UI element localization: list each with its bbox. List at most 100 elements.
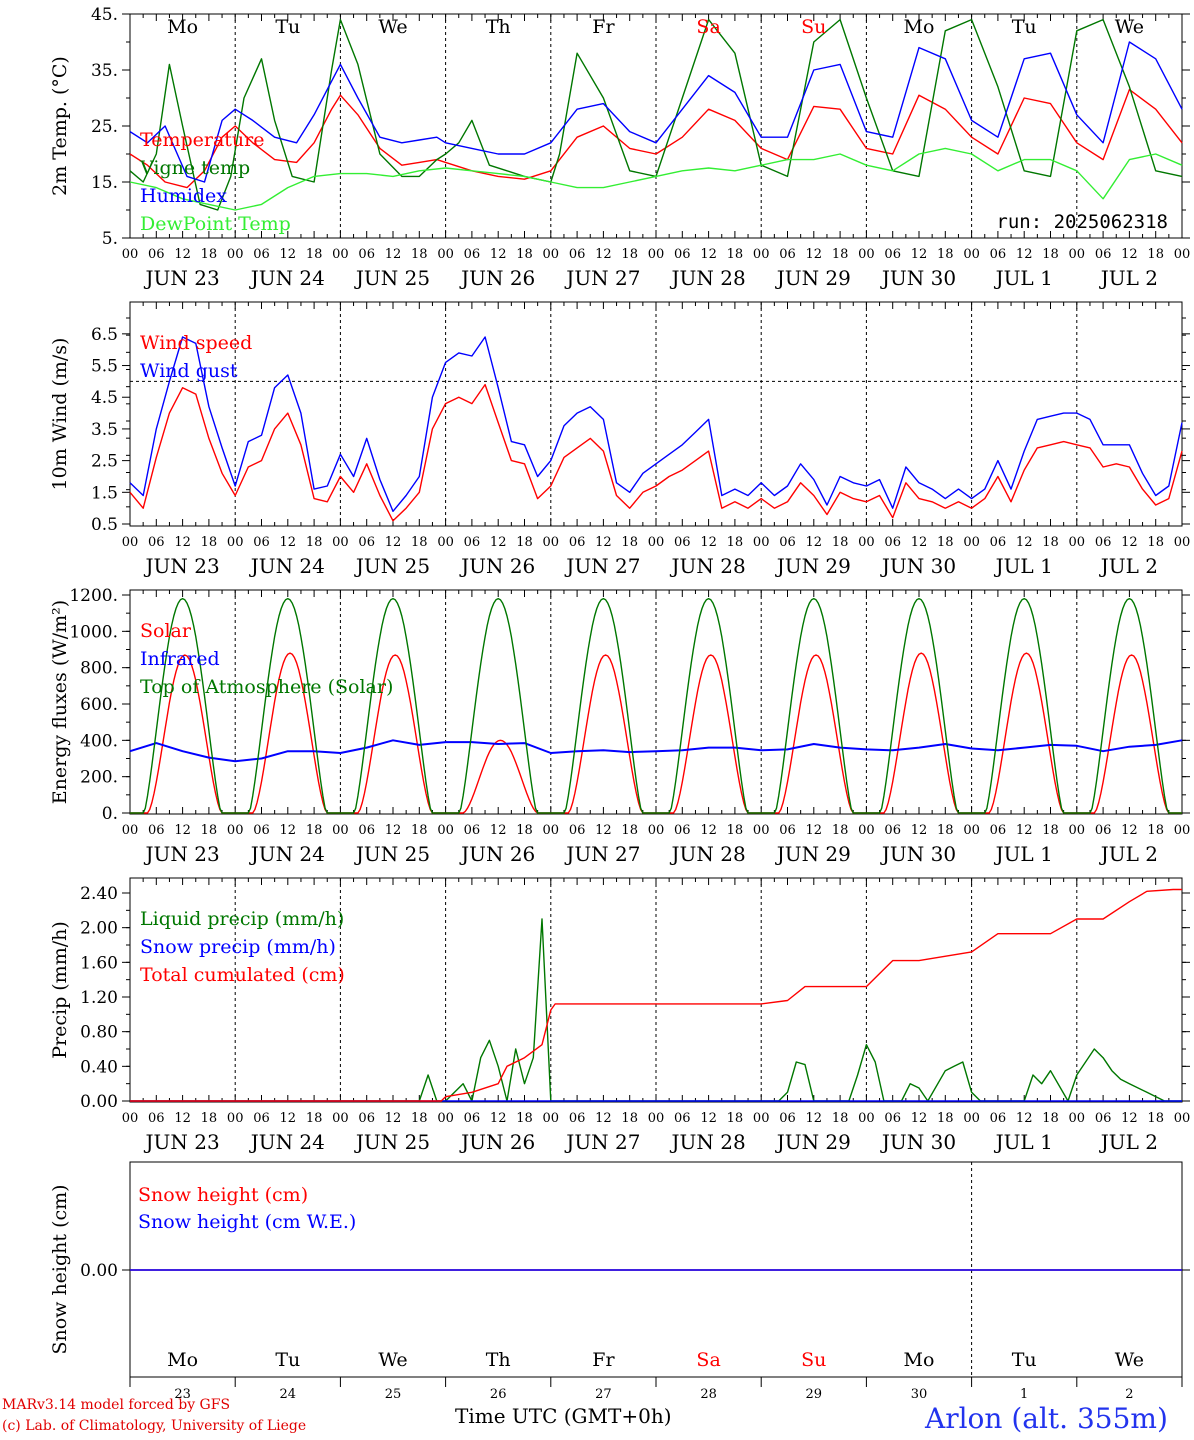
hour-label: 06 (148, 535, 165, 550)
hour-label: 18 (306, 535, 323, 550)
legend-entry: DewPoint Temp (140, 213, 291, 235)
hour-label: 18 (832, 535, 849, 550)
hour-label: 12 (1016, 535, 1033, 550)
legend-entry: Snow height (cm) (138, 1184, 308, 1206)
weekday-label: We (378, 1349, 407, 1371)
hour-label: 06 (148, 1111, 165, 1126)
hour-label: 06 (1095, 1111, 1112, 1126)
series-line (129, 383, 1183, 522)
hour-label: 06 (1095, 823, 1112, 838)
hour-label: 18 (727, 823, 744, 838)
hour-label: 12 (280, 535, 297, 550)
hour-label: 18 (727, 247, 744, 262)
date-label: JUN 25 (354, 266, 430, 290)
hour-label: 12 (174, 247, 191, 262)
hour-label: 12 (1016, 823, 1033, 838)
y-axis-title: Snow height (cm) (49, 1184, 71, 1354)
hour-label: 00 (753, 1111, 770, 1126)
panel-frame (129, 589, 1183, 815)
legend-entry: Vigne temp (139, 157, 250, 179)
hour-label: 12 (595, 1111, 612, 1126)
hour-label: 00 (858, 247, 875, 262)
date-label: JUL 1 (994, 842, 1053, 866)
hour-label: 12 (1121, 823, 1138, 838)
hour-label: 18 (832, 247, 849, 262)
y-tick-label: 1200. (69, 586, 118, 606)
hour-label: 00 (753, 535, 770, 550)
hour-label: 00 (437, 823, 454, 838)
weekday-label: Su (801, 16, 826, 38)
date-label: JUN 28 (670, 554, 746, 578)
y-tick-label: 25. (91, 117, 118, 137)
day-number: 27 (595, 1387, 612, 1402)
hour-label: 12 (1121, 1111, 1138, 1126)
hour-label: 18 (1147, 1111, 1164, 1126)
hour-label: 06 (1095, 247, 1112, 262)
date-label: JUN 27 (564, 554, 640, 578)
legend-entry: Wind speed (140, 332, 252, 354)
y-tick-label: 400. (80, 731, 118, 751)
hour-label: 12 (700, 823, 717, 838)
legend-entry: Total cumulated (cm) (140, 964, 345, 986)
weekday-label: Sa (696, 16, 720, 38)
series-line (129, 147, 1183, 211)
hour-label: 18 (1147, 823, 1164, 838)
day-number: 26 (490, 1387, 507, 1402)
y-tick-label: 45. (91, 5, 118, 25)
series-line (129, 18, 1183, 211)
hour-label: 00 (963, 535, 980, 550)
hour-label: 12 (490, 535, 507, 550)
weekday-label: Su (801, 1349, 826, 1371)
lab-credit: (c) Lab. of Climatology, University of L… (2, 1418, 307, 1434)
date-label: JUN 27 (564, 842, 640, 866)
y-tick-label: 6.5 (91, 325, 118, 345)
hour-label: 06 (779, 1111, 796, 1126)
hour-label: 12 (806, 823, 823, 838)
date-label: JUN 23 (144, 842, 220, 866)
hour-label: 00 (858, 1111, 875, 1126)
hour-label: 06 (674, 1111, 691, 1126)
hour-label: 06 (779, 247, 796, 262)
hour-label: 06 (779, 535, 796, 550)
model-credit: MARv3.14 model forced by GFS (2, 1397, 231, 1413)
y-axis-title: Precip (mm/h) (49, 921, 71, 1059)
hour-label: 12 (911, 247, 928, 262)
hour-label: 00 (227, 823, 244, 838)
legend-entry: Liquid precip (mm/h) (140, 908, 344, 930)
hour-label: 06 (674, 823, 691, 838)
hour-label: 18 (1147, 535, 1164, 550)
hour-label: 00 (227, 535, 244, 550)
hour-label: 12 (595, 535, 612, 550)
hour-label: 12 (385, 535, 402, 550)
panel-3 (122, 589, 1190, 815)
hour-label: 06 (358, 1111, 375, 1126)
date-label: JUN 28 (670, 1130, 746, 1154)
hour-label: 00 (122, 823, 139, 838)
weekday-label: Fr (592, 1349, 615, 1371)
hour-label: 00 (543, 823, 560, 838)
date-label: JUN 27 (564, 266, 640, 290)
hour-label: 12 (490, 1111, 507, 1126)
hour-label: 18 (832, 1111, 849, 1126)
date-label: JUL 2 (1099, 266, 1158, 290)
hour-label: 12 (490, 247, 507, 262)
hour-label: 18 (516, 823, 533, 838)
hour-label: 18 (201, 823, 218, 838)
hour-label: 06 (990, 823, 1007, 838)
weekday-label: Mo (904, 16, 935, 38)
hour-label: 18 (621, 247, 638, 262)
hour-label: 00 (963, 1111, 980, 1126)
hour-label: 00 (858, 823, 875, 838)
hour-label: 06 (569, 1111, 586, 1126)
hour-label: 12 (280, 247, 297, 262)
date-label: JUN 23 (144, 554, 220, 578)
hour-label: 00 (332, 535, 349, 550)
hour-label: 12 (806, 1111, 823, 1126)
hour-label: 00 (1174, 535, 1191, 550)
run-label: run: 2025062318 (996, 211, 1168, 233)
hour-label: 00 (122, 535, 139, 550)
hour-label: 00 (1174, 247, 1191, 262)
date-label: JUN 29 (775, 266, 851, 290)
hour-label: 06 (569, 247, 586, 262)
day-number: 28 (700, 1387, 717, 1402)
